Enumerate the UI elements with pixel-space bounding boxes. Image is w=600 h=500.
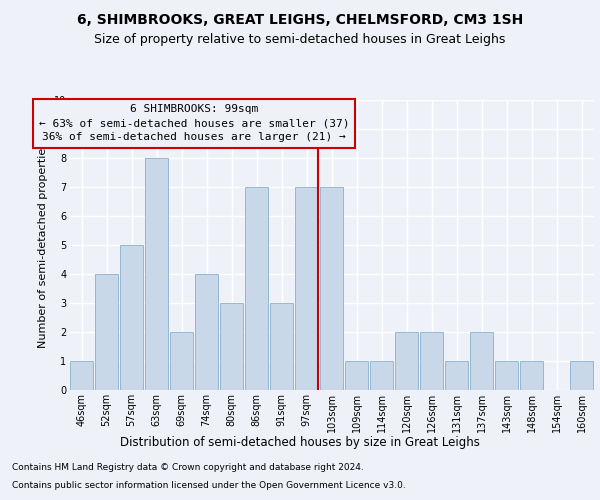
Bar xyxy=(220,303,244,390)
Bar xyxy=(119,245,143,390)
Text: Distribution of semi-detached houses by size in Great Leighs: Distribution of semi-detached houses by … xyxy=(120,436,480,449)
Y-axis label: Number of semi-detached properties: Number of semi-detached properties xyxy=(38,142,49,348)
Bar xyxy=(295,187,319,390)
Text: Contains HM Land Registry data © Crown copyright and database right 2024.: Contains HM Land Registry data © Crown c… xyxy=(12,464,364,472)
Bar xyxy=(419,332,443,390)
Text: Size of property relative to semi-detached houses in Great Leighs: Size of property relative to semi-detach… xyxy=(94,32,506,46)
Bar xyxy=(170,332,193,390)
Bar xyxy=(395,332,418,390)
Bar xyxy=(145,158,169,390)
Bar xyxy=(344,361,368,390)
Text: 6 SHIMBROOKS: 99sqm
← 63% of semi-detached houses are smaller (37)
36% of semi-d: 6 SHIMBROOKS: 99sqm ← 63% of semi-detach… xyxy=(39,104,349,142)
Bar xyxy=(494,361,518,390)
Bar xyxy=(70,361,94,390)
Bar xyxy=(320,187,343,390)
Bar xyxy=(569,361,593,390)
Bar xyxy=(95,274,118,390)
Bar xyxy=(245,187,268,390)
Bar xyxy=(370,361,394,390)
Bar xyxy=(470,332,493,390)
Bar xyxy=(269,303,293,390)
Bar xyxy=(194,274,218,390)
Bar xyxy=(520,361,544,390)
Text: Contains public sector information licensed under the Open Government Licence v3: Contains public sector information licen… xyxy=(12,481,406,490)
Bar xyxy=(445,361,469,390)
Text: 6, SHIMBROOKS, GREAT LEIGHS, CHELMSFORD, CM3 1SH: 6, SHIMBROOKS, GREAT LEIGHS, CHELMSFORD,… xyxy=(77,12,523,26)
